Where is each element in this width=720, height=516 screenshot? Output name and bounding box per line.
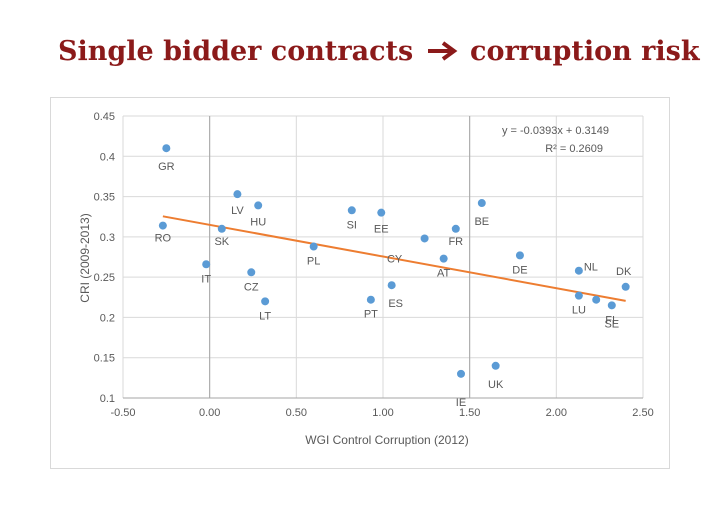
data-point-si xyxy=(347,206,356,215)
trendline xyxy=(162,215,626,302)
point-label-si: SI xyxy=(347,219,357,231)
point-label-lv: LV xyxy=(231,205,244,217)
data-point-cz xyxy=(247,268,256,277)
point-label-be: BE xyxy=(474,216,489,228)
x-axis-title: WGI Control Corruption (2012) xyxy=(305,433,468,447)
point-label-gr: GR xyxy=(158,161,175,173)
data-point-fi xyxy=(592,295,601,304)
y-tick-label: 0.25 xyxy=(94,272,115,284)
y-tick-label: 0.4 xyxy=(100,151,115,163)
y-tick-label: 0.45 xyxy=(94,111,115,123)
x-tick-label: 0.00 xyxy=(199,407,220,419)
x-tick-label: 1.00 xyxy=(372,407,393,419)
scatter-chart: 0.1 0.15 0.2 0.25 0.3 0.35 0.4 0.45 -0.50 0.00 0.5… xyxy=(78,111,654,447)
x-tick-label: 2.00 xyxy=(546,407,567,419)
point-label-lu: LU xyxy=(572,305,586,317)
axes: 0.1 0.15 0.2 0.25 0.3 0.35 0.4 0.45 -0.50 0.00 0.5… xyxy=(94,111,654,419)
data-point-gr xyxy=(162,144,171,153)
point-label-fr: FR xyxy=(448,236,463,248)
slide-title: Single bidder contracts corruption risk xyxy=(58,36,700,68)
data-point-de xyxy=(515,251,524,260)
data-point-ee xyxy=(377,208,386,217)
data-point-dk xyxy=(621,282,630,291)
point-label-de: DE xyxy=(512,264,527,276)
x-tick-label: -0.50 xyxy=(110,407,135,419)
data-point-be xyxy=(477,199,486,208)
y-tick-label: 0.35 xyxy=(94,192,115,204)
x-tick-label: 0.50 xyxy=(286,407,307,419)
point-label-cz: CZ xyxy=(244,281,259,293)
title-text: Single bidder contracts xyxy=(58,36,414,67)
point-label-es: ES xyxy=(388,298,403,310)
trendline-group xyxy=(162,215,626,302)
y-tick-label: 0.15 xyxy=(94,353,115,365)
y-tick-label: 0.1 xyxy=(100,393,115,405)
y-tick-label: 0.3 xyxy=(100,232,115,244)
data-point-ro xyxy=(158,221,167,230)
data-point-it xyxy=(202,260,211,269)
point-label-at: AT xyxy=(437,268,451,280)
point-label-hu: HU xyxy=(250,216,266,228)
trendline-equation: y = -0.0393x + 0.3149 xyxy=(502,125,609,137)
data-point-fr xyxy=(451,224,460,233)
point-label-uk: UK xyxy=(488,379,504,391)
title-suffix: corruption risk xyxy=(470,36,700,67)
point-label-pt: PT xyxy=(364,309,378,321)
data-point-nl xyxy=(574,266,583,275)
data-point-at xyxy=(439,254,448,263)
point-label-dk: DK xyxy=(616,266,632,278)
right-arrow-icon xyxy=(425,37,459,68)
data-point-lu xyxy=(574,291,583,300)
point-label-fi: FI xyxy=(605,315,615,327)
point-label-sk: SK xyxy=(214,236,229,248)
data-points xyxy=(158,144,630,378)
point-label-nl: NL xyxy=(584,262,598,274)
data-point-hu xyxy=(254,201,263,210)
point-label-se: SE xyxy=(604,318,619,330)
data-point-uk xyxy=(491,361,500,370)
data-point-pt xyxy=(366,295,375,304)
data-point-pl xyxy=(309,242,318,251)
data-point-es xyxy=(387,281,396,290)
point-label-it: IT xyxy=(201,273,211,285)
r-squared-label: R² = 0.2609 xyxy=(545,143,603,155)
x-tick-label: 2.50 xyxy=(632,407,653,419)
data-point-se xyxy=(607,301,616,310)
point-label-ee: EE xyxy=(374,224,389,236)
point-label-ie: IE xyxy=(456,397,466,409)
y-tick-label: 0.2 xyxy=(100,312,115,324)
x-tick-label: 1.50 xyxy=(459,407,480,419)
point-label-pl: PL xyxy=(307,256,320,268)
y-axis-title: CRI (2009-2013) xyxy=(78,213,92,302)
data-point-lv xyxy=(233,190,242,199)
point-labels: GR RO IT SK LV HU CZ LT PL SI EE PT ES CY FR AT BE IE UK DE… xyxy=(155,161,632,409)
data-point-lt xyxy=(261,297,270,306)
data-point-sk xyxy=(217,224,226,233)
data-point-cy xyxy=(420,234,429,243)
chart-frame: 0.1 0.15 0.2 0.25 0.3 0.35 0.4 0.45 -0.50 0.00 0.5… xyxy=(50,97,670,469)
point-label-lt: LT xyxy=(259,310,271,322)
data-point-ie xyxy=(457,369,465,378)
point-label-ro: RO xyxy=(155,233,172,245)
point-label-cy: CY xyxy=(387,253,403,265)
